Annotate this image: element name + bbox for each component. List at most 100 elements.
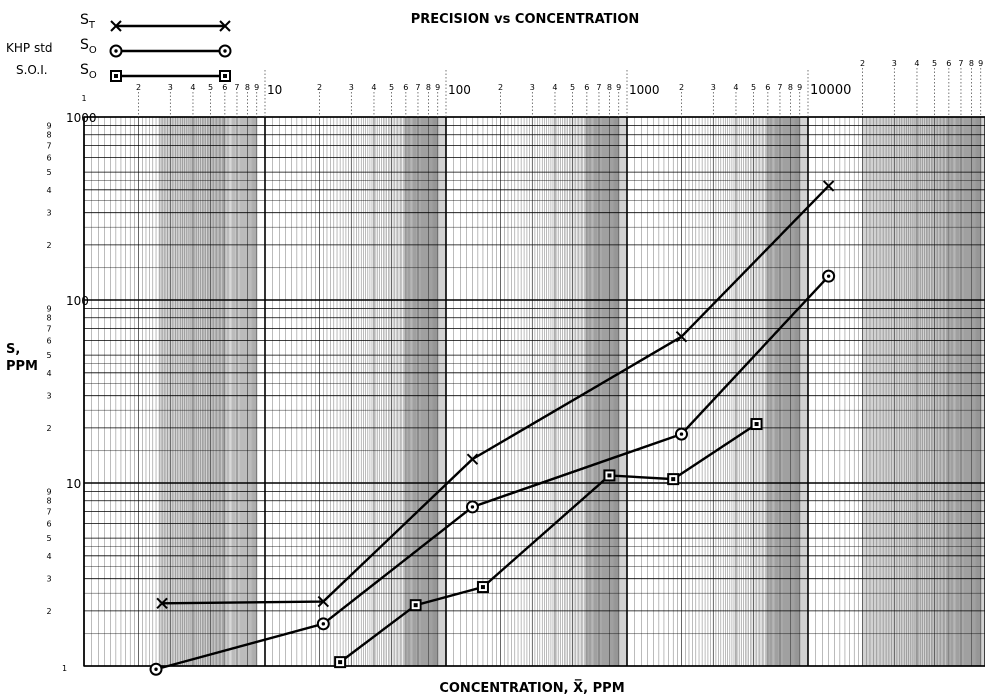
series-layer — [149, 180, 836, 676]
y-tick-label: 3 — [46, 575, 51, 584]
x-tick-label: 9 — [616, 83, 621, 92]
x-tick-label: 7 — [234, 83, 239, 92]
legend-label-sub: O — [89, 45, 97, 56]
marker-x — [219, 20, 231, 32]
y-tick-label: 2 — [46, 424, 51, 433]
x-tick-label: 5 — [208, 83, 213, 92]
marker-x — [110, 20, 122, 32]
marker-square-dot — [413, 603, 418, 608]
y-tick-label: 8 — [46, 131, 51, 140]
y-tick-label: 6 — [46, 154, 51, 163]
x-tick-label: 4 — [190, 83, 195, 92]
marker-square-dot — [607, 473, 612, 478]
y-tick-label: 9 — [46, 304, 51, 313]
y-tick-label: 9 — [46, 487, 51, 496]
x-tick-label: 9 — [797, 83, 802, 92]
x-tick-label: 7 — [415, 83, 420, 92]
grid — [83, 116, 985, 667]
x-tick-label: 10 — [267, 83, 282, 97]
x-tick-label: 8 — [788, 83, 793, 92]
marker-x — [317, 595, 330, 608]
x-tick-label: 8 — [245, 83, 250, 92]
x-tick-label: 6 — [403, 83, 408, 92]
x-tick-label: 9 — [435, 83, 440, 92]
marker-circle-dot — [826, 274, 831, 278]
y-tick-label: 5 — [46, 351, 51, 360]
x-tick-label: 5 — [751, 83, 756, 92]
y-tick-label: 1 — [62, 664, 67, 673]
marker-square-dot — [114, 74, 118, 78]
y-tick-label: 8 — [46, 314, 51, 323]
marker-square-dot — [754, 422, 759, 427]
x-tick-label: 3 — [711, 83, 716, 92]
x-tick-label: 8 — [426, 83, 431, 92]
marker-circle-dot — [470, 505, 475, 509]
y-tick-label: 7 — [46, 507, 51, 516]
x-tick-label: 9 — [254, 83, 259, 92]
plot-frame — [83, 116, 985, 667]
axes: 12 3 4 5 6 7 8 9 10 2 3 4 5 6 7 8 9 100 2 3 4 5 6 7 8 9 1000 2 3 4 5 6 7… — [46, 59, 983, 673]
series-line — [162, 185, 830, 605]
marker-square-dot — [671, 477, 676, 482]
y-tick-label: 4 — [46, 552, 51, 561]
grid-band — [405, 117, 446, 666]
x-tick-label: 5 — [932, 59, 937, 68]
x-tick-label: 8 — [969, 59, 974, 68]
legend-group-label: S.O.I. — [16, 63, 48, 77]
y-tick-label: 1000 — [66, 111, 97, 125]
grid-band — [862, 117, 985, 666]
x-tick-label: 6 — [584, 83, 589, 92]
legend-label: SO — [80, 62, 97, 81]
x-tick-label: 9 — [978, 59, 983, 68]
y-axis-label-line2: PPM — [6, 359, 38, 374]
y-axis-label-line1: S, — [6, 342, 20, 357]
y-tick-label: 6 — [46, 337, 51, 346]
x-tick-label: 2 — [679, 83, 684, 92]
legend-label: ST — [80, 12, 96, 31]
y-tick-label: 10 — [66, 477, 81, 491]
marker-square-dot — [223, 74, 227, 78]
y-tick-label: 7 — [46, 324, 51, 333]
x-tick-label: 1 — [81, 94, 86, 103]
x-tick-label: 5 — [570, 83, 575, 92]
marker-square-dot — [480, 585, 485, 590]
x-tick-label: 6 — [946, 59, 951, 68]
series-1 — [156, 180, 835, 610]
x-tick-label: 7 — [777, 83, 782, 92]
x-tick-label: 2 — [498, 83, 503, 92]
chart-title: PRECISION vs CONCENTRATION — [411, 12, 640, 27]
y-tick-label: 4 — [46, 369, 51, 378]
x-tick-label: 7 — [958, 59, 963, 68]
x-tick-label: 6 — [222, 83, 227, 92]
x-tick-label: 7 — [596, 83, 601, 92]
y-tick-label: 100 — [66, 294, 89, 308]
x-tick-label: 4 — [371, 83, 376, 92]
y-tick-label: 9 — [46, 121, 51, 130]
x-tick-label: 2 — [317, 83, 322, 92]
y-tick-label: 5 — [46, 168, 51, 177]
legend-label-sub: T — [88, 20, 96, 31]
y-tick-label: 8 — [46, 497, 51, 506]
marker-circle-dot — [114, 49, 118, 53]
marker-circle-dot — [154, 667, 158, 671]
y-tick-label: 5 — [46, 534, 51, 543]
grid-band — [586, 117, 627, 666]
x-tick-label: 100 — [448, 83, 471, 97]
marker-circle-dot — [223, 49, 227, 53]
y-tick-label: 2 — [46, 607, 51, 616]
x-tick-label: 2 — [860, 59, 865, 68]
marker-circle-dot — [679, 432, 684, 436]
x-tick-label: 10000 — [810, 83, 851, 98]
marker-x — [466, 453, 479, 465]
x-tick-label: 4 — [914, 59, 919, 68]
x-tick-label: 8 — [607, 83, 612, 92]
x-tick-label: 1000 — [629, 83, 660, 97]
legend-label: SO — [80, 37, 97, 56]
x-tick-label: 4 — [733, 83, 738, 92]
y-tick-label: 2 — [46, 241, 51, 250]
y-tick-label: 3 — [46, 209, 51, 218]
legend: ST SO SO KHP std S.O.I. — [6, 12, 232, 82]
x-tick-label: 4 — [552, 83, 557, 92]
y-tick-label: 3 — [46, 392, 51, 401]
x-tick-label: 5 — [389, 83, 394, 92]
